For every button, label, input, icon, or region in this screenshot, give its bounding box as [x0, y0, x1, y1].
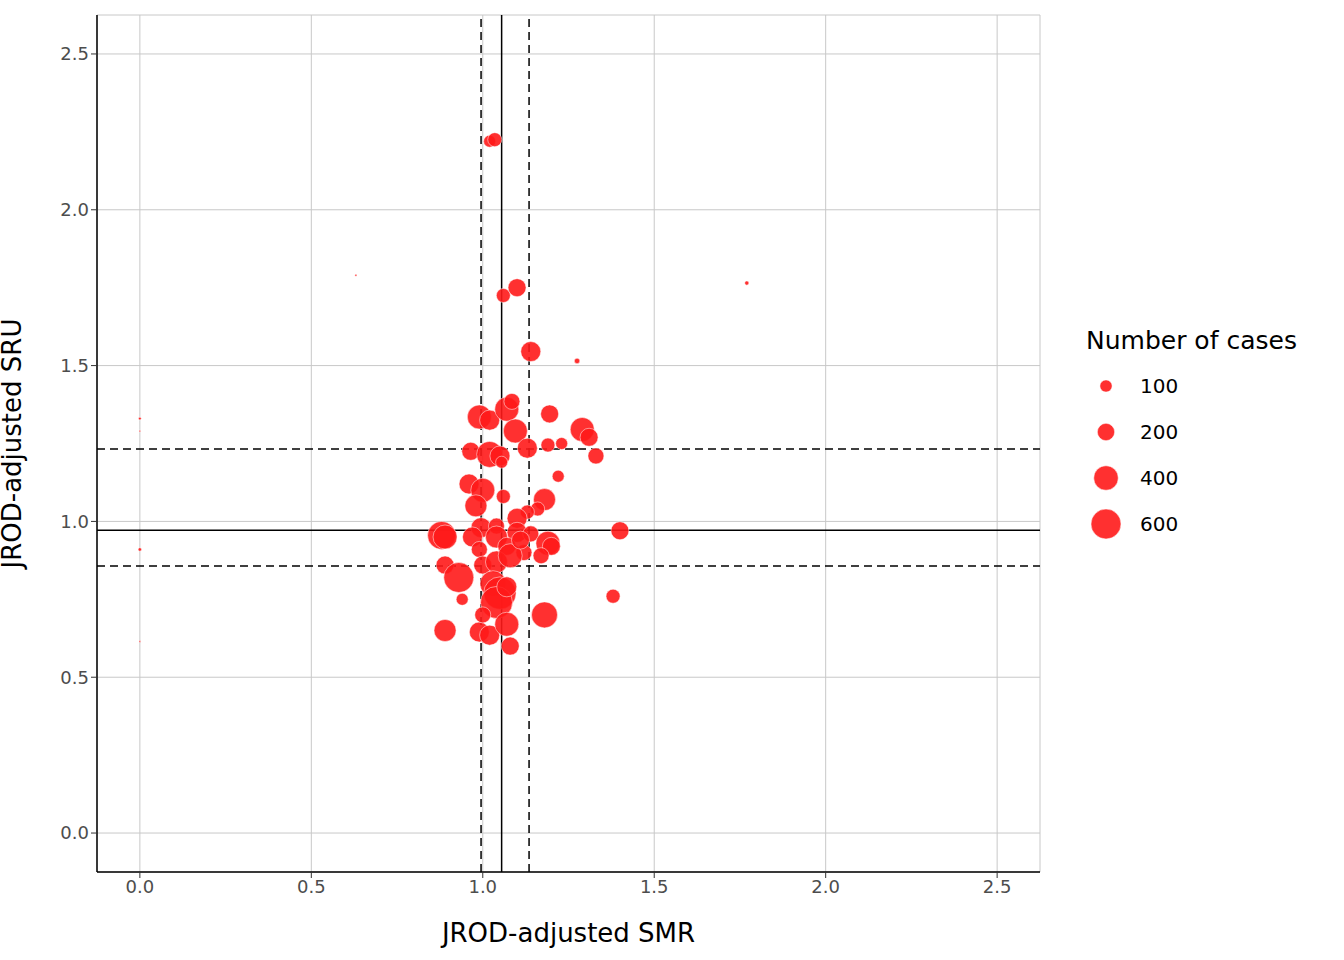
html-text:200: 200	[1140, 420, 1179, 444]
svg-text:2.0: 2.0	[811, 876, 840, 897]
svg-text:2.5: 2.5	[60, 43, 89, 64]
svg-text:JROD-adjusted SMR: JROD-adjusted SMR	[440, 918, 695, 948]
svg-text:2.0: 2.0	[60, 199, 89, 220]
svg-text:1.0: 1.0	[468, 876, 497, 897]
svg-text:0.0: 0.0	[60, 822, 89, 843]
html-text:600: 600	[1140, 512, 1179, 536]
html-text:400: 400	[1140, 466, 1179, 490]
svg-text:0.0: 0.0	[126, 876, 155, 897]
html-text:100: 100	[1140, 374, 1179, 398]
svg-text:2.5: 2.5	[983, 876, 1012, 897]
svg-text:1.0: 1.0	[60, 511, 89, 532]
svg-text:0.5: 0.5	[297, 876, 326, 897]
svg-text:0.5: 0.5	[60, 667, 89, 688]
svg-text:JROD-adjusted SRU: JROD-adjusted SRU	[8, 319, 27, 571]
html-text:Number of cases: Number of cases	[1086, 326, 1297, 355]
svg-text:1.5: 1.5	[60, 355, 89, 376]
svg-text:1.5: 1.5	[640, 876, 669, 897]
